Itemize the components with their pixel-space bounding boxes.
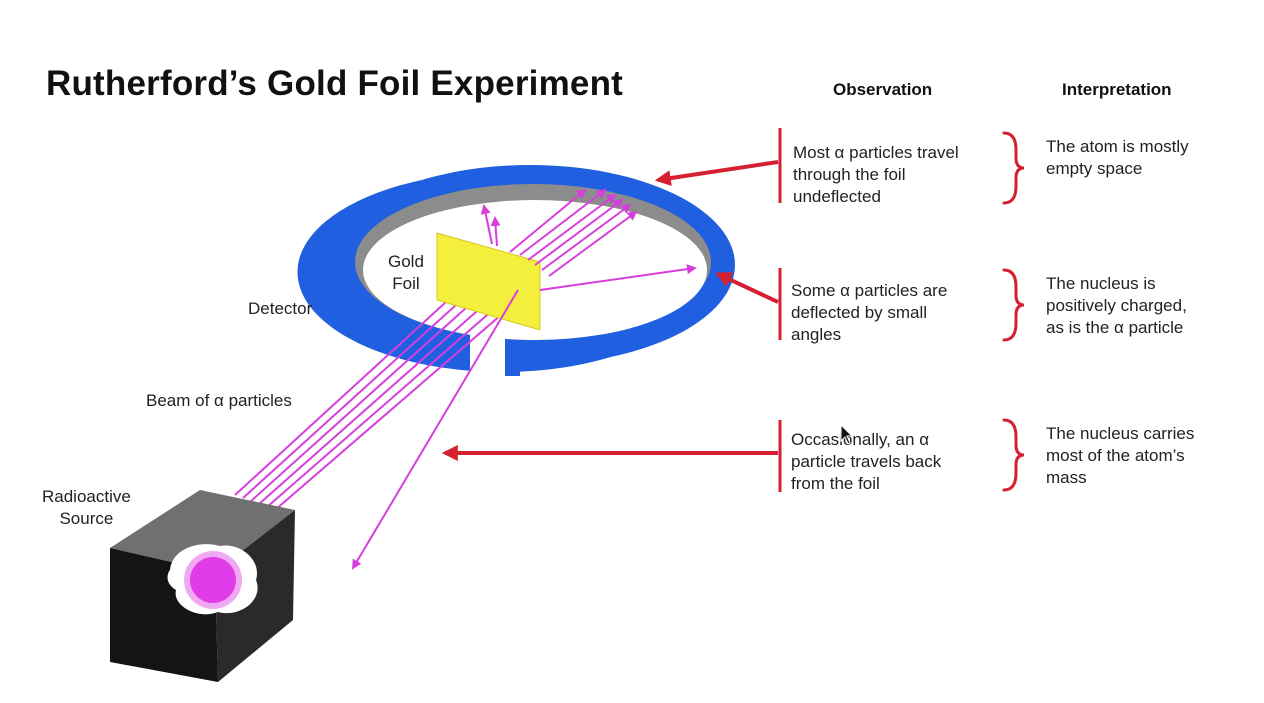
observation-line: angles: [791, 325, 842, 344]
gold-foil-label-line: Gold: [388, 252, 424, 271]
brace-1: [1002, 131, 1025, 205]
interpretation-3: The nucleus carries most of the atom’s m…: [1046, 423, 1194, 489]
interpretation-heading: Interpretation: [1062, 80, 1172, 99]
observation-line: undeflected: [793, 187, 881, 206]
interpretation-1: The atom is mostly empty space: [1046, 136, 1189, 180]
observation-line: particle travels back: [791, 452, 942, 471]
source-label-line: Radioactive: [42, 487, 131, 506]
observation-heading: Observation: [833, 80, 933, 99]
gold-foil: [436, 232, 541, 331]
through-line: [534, 198, 624, 266]
radioactive-source: [110, 490, 295, 682]
pointer-arrow-1: [654, 160, 779, 187]
through-line: [527, 193, 617, 261]
observation-3: Occasionally, an α particle travels back…: [791, 429, 941, 495]
gold-foil-label: Gold Foil: [388, 251, 424, 295]
source-top: [110, 490, 295, 572]
interpretation-line: The atom is mostly: [1046, 137, 1189, 156]
observation-line: Most α particles travel: [793, 143, 959, 162]
beam-label: Beam of α particles: [146, 391, 292, 410]
gold-foil-label-line: Foil: [392, 274, 420, 293]
beam-line: [242, 283, 480, 499]
detector-label: Detector: [248, 299, 313, 318]
braces: [1002, 131, 1025, 492]
observation-line: Occasionally, an α: [791, 430, 930, 449]
brace-2: [1002, 268, 1025, 342]
observation-1: Most α particles travel through the foil…: [793, 142, 959, 208]
beam-line: [234, 278, 472, 496]
through-line: [509, 188, 587, 253]
beam-line: [266, 300, 504, 508]
pointer-arrows: [441, 160, 779, 461]
observation-line: from the foil: [791, 474, 880, 493]
mouse-cursor-icon: [840, 424, 854, 445]
observation-2: Some α particles are deflected by small …: [791, 280, 947, 346]
interpretation-line: The nucleus is: [1046, 274, 1156, 293]
interpretation-line: mass: [1046, 468, 1087, 487]
up-deflect-line: [490, 216, 501, 247]
interpretation-line: most of the atom’s: [1046, 446, 1185, 465]
beam-line: [250, 288, 488, 502]
interpretation-line: as is the α particle: [1046, 318, 1184, 337]
side-deflect-line: [539, 264, 697, 291]
interpretation-line: positively charged,: [1046, 296, 1187, 315]
source-label: Radioactive Source: [42, 486, 131, 530]
interpretation-2: The nucleus is positively charged, as is…: [1046, 273, 1187, 339]
brace-3: [1002, 418, 1025, 492]
interpretation-line: The nucleus carries: [1046, 424, 1195, 443]
beam-line: [258, 294, 496, 505]
observation-line: through the foil: [793, 165, 906, 184]
through-line: [519, 188, 607, 256]
source-label-line: Source: [59, 509, 114, 528]
detector-gap-edge: [505, 345, 520, 376]
alpha-beam: [234, 278, 511, 511]
page-title: Rutherford’s Gold Foil Experiment: [46, 64, 624, 103]
interpretation-line: empty space: [1046, 159, 1143, 178]
observation-line: Some α particles are: [791, 281, 948, 300]
backscatter-line: [351, 289, 519, 570]
up-deflect-line: [480, 204, 493, 245]
nucleus: [190, 557, 236, 603]
through-line: [541, 203, 632, 271]
through-line: [548, 210, 638, 277]
undeflected-beams: [351, 188, 697, 570]
observation-line: deflected by small: [791, 303, 928, 322]
beam-line: [274, 306, 511, 511]
pointer-arrow-2: [715, 272, 779, 304]
